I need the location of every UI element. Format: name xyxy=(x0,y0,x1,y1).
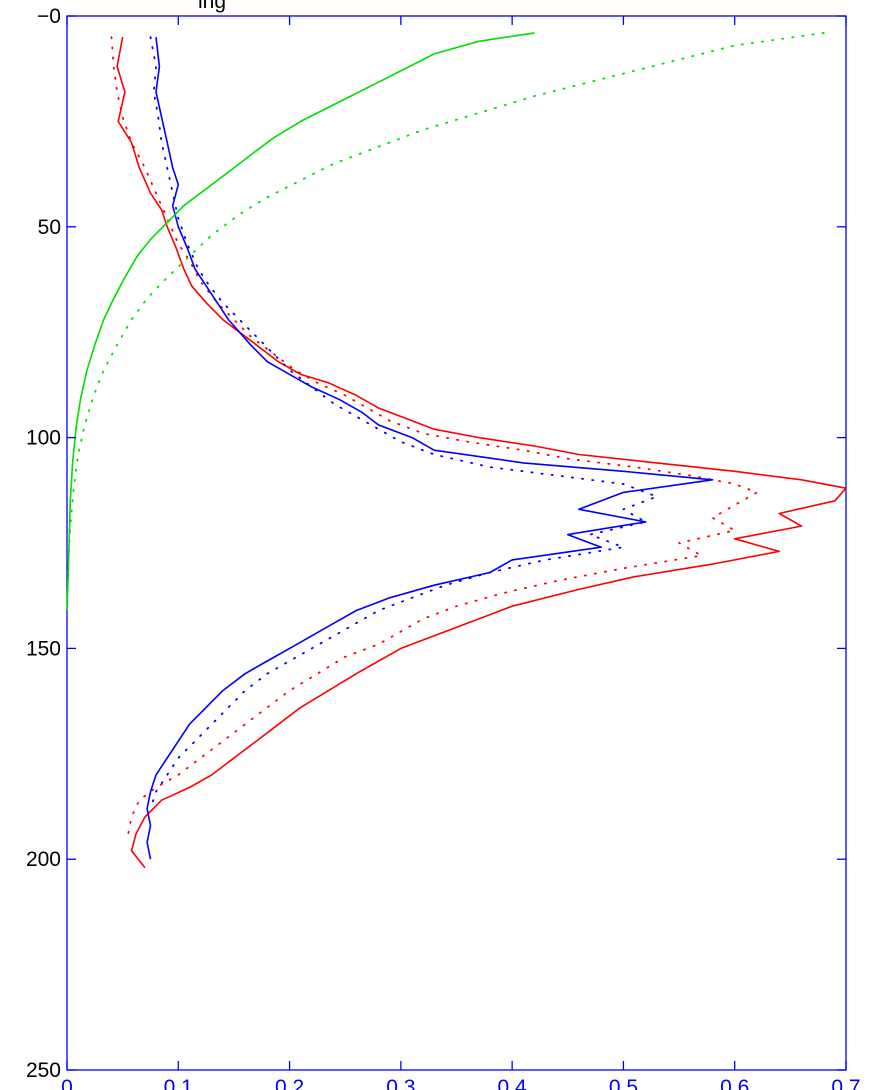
y-tick-label: −0 xyxy=(37,5,61,28)
x-tick-label: 0.5 xyxy=(609,1076,638,1090)
x-tick-label: 0.3 xyxy=(386,1076,415,1090)
plot-border xyxy=(66,15,847,1071)
x-tick-label: 0 xyxy=(61,1076,73,1090)
x-tick-label: 0.2 xyxy=(275,1076,304,1090)
plot-frame xyxy=(66,15,847,1071)
series-line-2 xyxy=(110,36,758,835)
y-tick-label: 150 xyxy=(26,637,61,660)
series-line-5 xyxy=(66,32,535,611)
x-tick-label: 0.7 xyxy=(831,1076,860,1090)
x-tick-label: 0.1 xyxy=(164,1076,193,1090)
series-line-3 xyxy=(146,37,714,860)
series-line-1 xyxy=(116,36,847,869)
y-tick-label: 100 xyxy=(26,427,61,450)
series-line-6 xyxy=(66,32,825,612)
series-line-4 xyxy=(149,36,658,810)
series-layer xyxy=(66,32,847,869)
y-tick-label: 200 xyxy=(26,848,61,871)
chart-title: ing xyxy=(198,0,226,13)
x-tick-label: 0.4 xyxy=(498,1076,528,1090)
y-tick-label: 250 xyxy=(26,1059,61,1082)
x-tick-label: 0.6 xyxy=(720,1076,749,1090)
y-tick-label: 50 xyxy=(38,216,61,239)
